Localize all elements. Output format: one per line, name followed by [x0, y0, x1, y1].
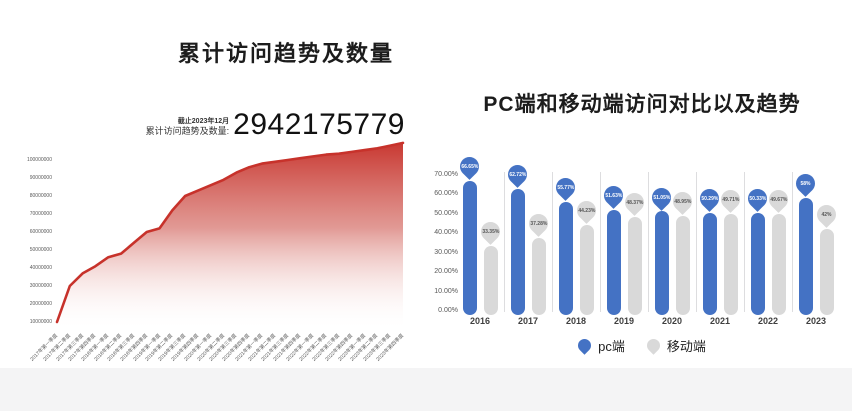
x-axis-year-label: 2018	[565, 316, 587, 326]
mobile-bubble-2016: 33.35%	[477, 218, 504, 245]
group-separator-line	[600, 172, 601, 312]
mobile-bar-2021	[723, 214, 738, 315]
bubble-value-label: 37.28%	[530, 220, 547, 227]
pc-bar-2022	[750, 212, 765, 315]
pc-bar-2019	[606, 210, 621, 315]
group-separator-line	[792, 172, 793, 312]
y-axis-tick-label: 90000000	[29, 175, 52, 181]
bubble-value-label: 49.71%	[722, 196, 739, 203]
x-axis-year-label: 2016	[469, 316, 491, 326]
bubble-value-label: 42%	[821, 211, 832, 218]
y-axis-tick-label: 20.00%	[434, 268, 458, 275]
mobile-bar-2019	[627, 216, 642, 315]
bubble-value-label: 48.95%	[674, 198, 691, 205]
bubble-value-label: 51.63%	[605, 192, 622, 199]
mobile-bubble-2023: 42%	[813, 201, 840, 229]
y-axis-tick-label: 10000000	[29, 319, 52, 325]
pc-bubble-2020: 51.05%	[648, 183, 675, 211]
pc-bubble-2021: 50.29%	[696, 185, 723, 212]
left-chart-title: 累计访问趋势及数量	[177, 41, 394, 66]
bubble-value-label: 49.67%	[770, 196, 787, 203]
x-axis-year-label: 2017	[517, 316, 539, 326]
mobile-bar-2017	[531, 238, 546, 315]
bubble-value-label: 62.72%	[509, 171, 526, 178]
y-axis-tick-label: 30000000	[29, 283, 52, 289]
mobile-bubble-2017: 37.28%	[525, 210, 552, 238]
y-axis-tick-label: 50000000	[29, 247, 52, 253]
pc-bubble-2019: 51.63%	[600, 182, 627, 210]
bubble-value-label: 48.37%	[626, 199, 643, 206]
x-axis-year-label: 2023	[805, 316, 827, 326]
footer-strip	[0, 368, 852, 411]
bubble-value-label: 66.65%	[461, 163, 478, 170]
bubble-value-label: 55.77%	[557, 184, 574, 191]
mobile-legend-pin-icon	[644, 336, 663, 355]
y-axis-tick-label: 80000000	[29, 193, 52, 199]
stat-label: 累计访问趋势及数量:	[145, 126, 230, 136]
cumulative-stat: 截止2023年12月 累计访问趋势及数量: 2942175779	[146, 110, 405, 140]
y-axis-tick-label: 20000000	[29, 301, 52, 307]
stat-value: 2942175779	[233, 108, 405, 141]
pc-bar-2021	[702, 212, 717, 315]
pc-bubble-2018: 55.77%	[552, 174, 579, 202]
mobile-bubble-2022: 49.67%	[765, 186, 792, 214]
legend-label: pc端	[598, 339, 625, 354]
area-fill	[57, 142, 403, 331]
legend-label: 移动端	[666, 339, 706, 354]
x-axis-year-label: 2019	[613, 316, 635, 326]
group-separator-line	[552, 172, 553, 312]
y-axis-tick-label: 60000000	[29, 229, 52, 235]
y-axis-tick-label: 0.00%	[438, 307, 458, 314]
pc-legend-pin-icon	[575, 336, 594, 355]
pc-bar-2020	[654, 211, 669, 315]
mobile-bar-2018	[579, 224, 594, 315]
mobile-bar-2023	[819, 229, 834, 315]
mobile-bubble-2021: 49.71%	[717, 186, 744, 214]
mobile-bubble-2020: 48.95%	[669, 187, 696, 215]
legend-item-pc: pc端	[575, 336, 625, 355]
group-separator-line	[648, 172, 649, 312]
stat-date-caption: 截止2023年12月	[177, 118, 230, 125]
pc-bubble-2017: 62.72%	[504, 160, 531, 188]
area-line	[55, 141, 405, 324]
y-axis-tick-label: 70000000	[29, 211, 52, 217]
x-axis-year-label: 2022	[757, 316, 779, 326]
bubble-value-label: 33.35%	[482, 228, 499, 235]
group-separator-line	[744, 172, 745, 312]
y-axis-tick-label: 100000000	[26, 157, 52, 163]
mobile-bubble-2018: 44.23%	[573, 196, 600, 224]
pc-bubble-2022: 50.33%	[744, 185, 771, 212]
y-axis-tick-label: 40000000	[29, 265, 52, 271]
x-axis-year-label: 2020	[661, 316, 683, 326]
y-axis-tick-label: 60.00%	[434, 190, 458, 197]
group-separator-line	[696, 172, 697, 312]
mobile-bar-2016	[483, 245, 498, 315]
y-axis-tick-label: 30.00%	[434, 248, 458, 256]
bubble-value-label: 58%	[800, 180, 811, 187]
pc-bubble-2016: 66.65%	[456, 153, 483, 181]
pc-bar-2023	[798, 197, 813, 315]
bubble-value-label: 50.33%	[749, 195, 766, 202]
mobile-bar-2020	[675, 215, 690, 315]
y-axis-tick-label: 10.00%	[434, 287, 458, 295]
bubble-value-label: 51.05%	[653, 194, 670, 201]
pc-bar-2017	[510, 188, 525, 315]
pc-bar-2016	[462, 181, 477, 315]
group-separator-line	[504, 172, 505, 312]
right-chart-title: PC端和移动端访问对比以及趋势	[483, 93, 801, 116]
pc-bubble-2023: 58%	[792, 170, 819, 197]
mobile-bar-2022	[771, 214, 786, 315]
y-axis-tick-label: 40.00%	[434, 229, 458, 236]
y-axis-tick-label: 50.00%	[434, 209, 458, 217]
pc-bar-2018	[558, 202, 573, 315]
mobile-bubble-2019: 48.37%	[621, 188, 648, 216]
y-axis-tick-label: 70.00%	[434, 170, 458, 178]
chart-legend: pc端 移动端	[446, 336, 838, 355]
legend-item-mobile: 移动端	[644, 336, 706, 355]
x-axis-year-label: 2021	[709, 316, 731, 326]
bubble-value-label: 44.23%	[578, 207, 595, 214]
bubble-value-label: 50.29%	[701, 195, 718, 202]
